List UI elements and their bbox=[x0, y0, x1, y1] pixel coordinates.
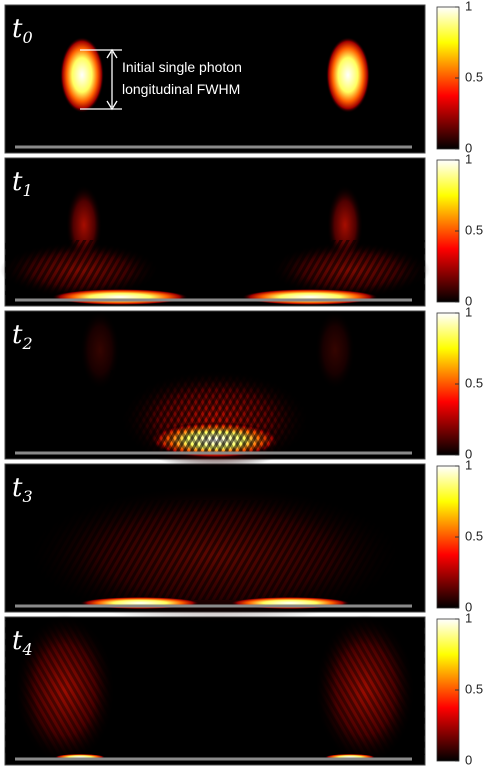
time-label: t4 bbox=[12, 626, 33, 659]
fringes bbox=[5, 620, 425, 755]
time-subscript: 3 bbox=[22, 487, 32, 506]
glow bbox=[315, 310, 355, 390]
photon-blob bbox=[326, 37, 370, 113]
time-symbol: t bbox=[12, 626, 23, 656]
colorbar-tick-label: 1 bbox=[465, 610, 472, 625]
fringes bbox=[30, 500, 400, 600]
time-symbol: t bbox=[12, 14, 23, 44]
colorbar-tick-label: 0.5 bbox=[465, 681, 483, 696]
colorbar-tick-label: 1 bbox=[465, 304, 472, 319]
colorbar-tick-label: 0 bbox=[465, 599, 472, 614]
colorbar-tick-label: 0.5 bbox=[465, 528, 483, 543]
colorbar-tick-label: 0.5 bbox=[465, 375, 483, 390]
arc bbox=[52, 289, 188, 305]
photon-blob bbox=[60, 37, 104, 113]
colorbar-tick-label: 1 bbox=[465, 0, 472, 13]
time-symbol: t bbox=[12, 320, 23, 350]
fringes bbox=[110, 370, 320, 452]
colorbar-tick-label: 0 bbox=[465, 446, 472, 461]
time-symbol: t bbox=[12, 473, 23, 503]
time-label: t1 bbox=[12, 167, 33, 200]
annotation: Initial single photon bbox=[122, 59, 242, 75]
colorbar-tick-label: 0 bbox=[465, 140, 472, 155]
colorbar-tick-label: 0.5 bbox=[465, 69, 483, 84]
time-subscript: 1 bbox=[22, 181, 32, 200]
colorbar-tick-label: 1 bbox=[465, 457, 472, 472]
time-symbol: t bbox=[12, 167, 23, 197]
fringes bbox=[5, 240, 425, 295]
arc bbox=[242, 289, 378, 305]
colorbar-tick-label: 0.5 bbox=[465, 222, 483, 237]
time-label: t3 bbox=[12, 473, 33, 506]
time-subscript: 2 bbox=[21, 334, 32, 353]
annotation: longitudinal FWHM bbox=[122, 81, 240, 97]
panel-art: Initial single photon longitudinal FWHM bbox=[0, 37, 430, 765]
time-label: t2 bbox=[12, 320, 33, 353]
colorbar-tick-label: 0 bbox=[465, 752, 472, 767]
colorbar-tick-label: 0 bbox=[465, 293, 472, 308]
time-subscript: 4 bbox=[21, 640, 32, 659]
time-subscript: 0 bbox=[22, 28, 32, 47]
colorbar-tick-label: 1 bbox=[465, 151, 472, 166]
time-label: t0 bbox=[12, 14, 33, 47]
fwhm-arrow bbox=[80, 48, 122, 111]
